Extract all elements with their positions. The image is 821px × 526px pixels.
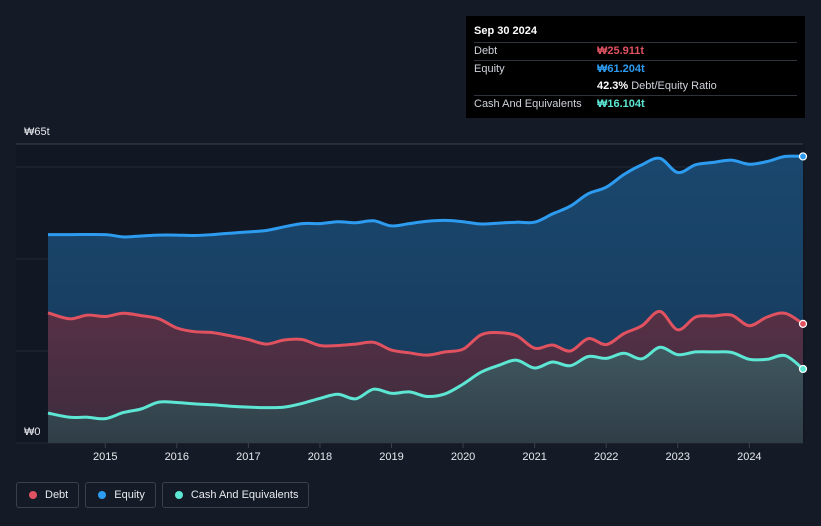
tooltip-equity-label: Equity	[474, 63, 505, 75]
tooltip-equity-value: ₩61.204t	[597, 63, 645, 75]
series-areas	[48, 156, 803, 444]
x-tick-label: 2023	[666, 451, 690, 463]
cash-area	[48, 347, 803, 443]
tooltip-row-equity: Equity ₩61.204t	[474, 60, 797, 78]
tooltip-date: Sep 30 2024	[474, 25, 537, 37]
legend-item-debt[interactable]: Debt	[16, 482, 80, 508]
series-lines	[47, 154, 804, 421]
x-tick-label: 2021	[522, 451, 546, 463]
tooltip-cash-value: ₩16.104t	[597, 98, 645, 110]
debt-line	[47, 309, 804, 357]
tooltip-row-ratio: 42.3% Debt/Equity Ratio	[474, 78, 797, 95]
x-tick-label: 2016	[165, 451, 189, 463]
x-tick-label: 2018	[308, 451, 332, 463]
legend-label-cash: Cash And Equivalents	[190, 489, 299, 501]
y-tick-label-top: ₩65t	[24, 126, 50, 138]
legend-label-equity: Equity	[114, 489, 145, 501]
series-endpoints	[798, 152, 808, 374]
tooltip-debt-label: Debt	[474, 45, 498, 57]
x-axis-ticks: 2015 2016 2017 2018 2019 2020 2021 2022 2023 2024	[93, 443, 762, 463]
cash-line	[47, 345, 804, 421]
legend-item-cash[interactable]: Cash And Equivalents	[161, 482, 310, 508]
legend: Debt Equity Cash And Equivalents	[16, 482, 310, 508]
debt-endpoint	[798, 319, 808, 328]
y-tick-label-bottom: ₩0	[24, 426, 41, 438]
x-tick-label: 2022	[594, 451, 618, 463]
tooltip-row-cash: Cash And Equivalents ₩16.104t	[474, 95, 797, 113]
debt-dot-icon	[29, 491, 37, 499]
cash-dot-icon	[174, 491, 183, 499]
tooltip-debt-value: ₩25.911t	[597, 45, 645, 57]
tooltip-cash-label: Cash And Equivalents	[474, 98, 582, 110]
equity-line	[48, 154, 804, 239]
x-tick-label: 2024	[737, 451, 761, 463]
cash-endpoint	[798, 364, 808, 374]
tooltip-ratio-label: Debt/Equity Ratio	[631, 80, 717, 92]
tooltip-ratio-value: 42.3%	[597, 80, 629, 92]
x-tick-label: 2020	[451, 451, 475, 463]
tooltip-panel: Sep 30 2024 Debt ₩25.911t Equity ₩61.204…	[466, 16, 805, 118]
chart-area: ₩65t ₩0 2015 2016 2017 2018 2019 2020 2021 2022…	[16, 126, 808, 463]
equity-dot-icon	[98, 491, 107, 499]
x-tick-label: 2019	[379, 451, 403, 463]
x-tick-label: 2017	[236, 451, 260, 463]
equity-endpoint	[798, 152, 808, 161]
x-tick-label: 2015	[93, 451, 117, 463]
legend-label-debt: Debt	[45, 489, 69, 501]
tooltip-ratio-spacer	[474, 78, 597, 95]
tooltip-row-debt: Debt ₩25.911t	[474, 42, 797, 60]
legend-item-equity[interactable]: Equity	[85, 482, 156, 508]
